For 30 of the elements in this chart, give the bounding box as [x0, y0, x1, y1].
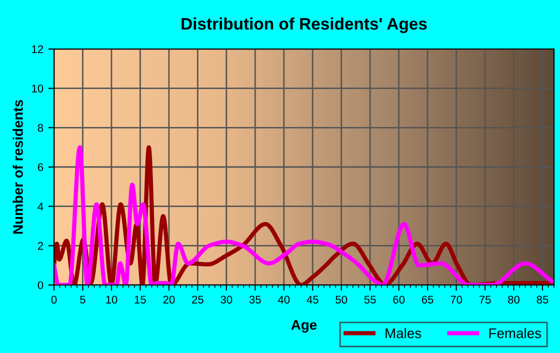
y-tick-label: 12	[32, 45, 44, 54]
x-tick-label: 70	[450, 296, 462, 304]
x-tick-label: 55	[364, 296, 376, 304]
x-tick-label: 50	[336, 296, 348, 304]
x-tick-label: 75	[479, 296, 491, 304]
x-tick-label: 5	[80, 296, 86, 304]
x-tick-label: 60	[393, 296, 405, 304]
chart-title: Distribution of Residents' Ages	[182, 17, 427, 34]
x-tick-label: 85	[536, 296, 548, 304]
y-axis-title: Number of residents	[12, 100, 23, 234]
y-tick-label: 8	[38, 124, 44, 132]
x-tick-label: 40	[278, 296, 290, 304]
x-tick-label: 45	[306, 296, 318, 304]
x-tick-label: 80	[508, 296, 520, 304]
x-tick-label: 0	[51, 296, 57, 304]
x-tick-label: 20	[163, 296, 175, 304]
y-tick-label: 4	[38, 202, 44, 210]
y-tick-label: 2	[38, 242, 44, 250]
x-tick-label: 15	[134, 296, 146, 304]
x-tick-label: 35	[249, 296, 261, 304]
x-tick-label: 30	[220, 296, 232, 304]
legend-label: Males	[386, 328, 422, 338]
legend-label: Females	[489, 328, 541, 338]
x-tick-label: 25	[192, 296, 204, 304]
y-tick-label: 6	[38, 163, 44, 172]
y-tick-label: 10	[32, 84, 44, 92]
x-tick-label: 65	[422, 296, 434, 304]
y-tick-label: 0	[38, 281, 44, 290]
x-axis-title: Age	[291, 320, 317, 333]
x-tick-label: 10	[106, 296, 118, 304]
